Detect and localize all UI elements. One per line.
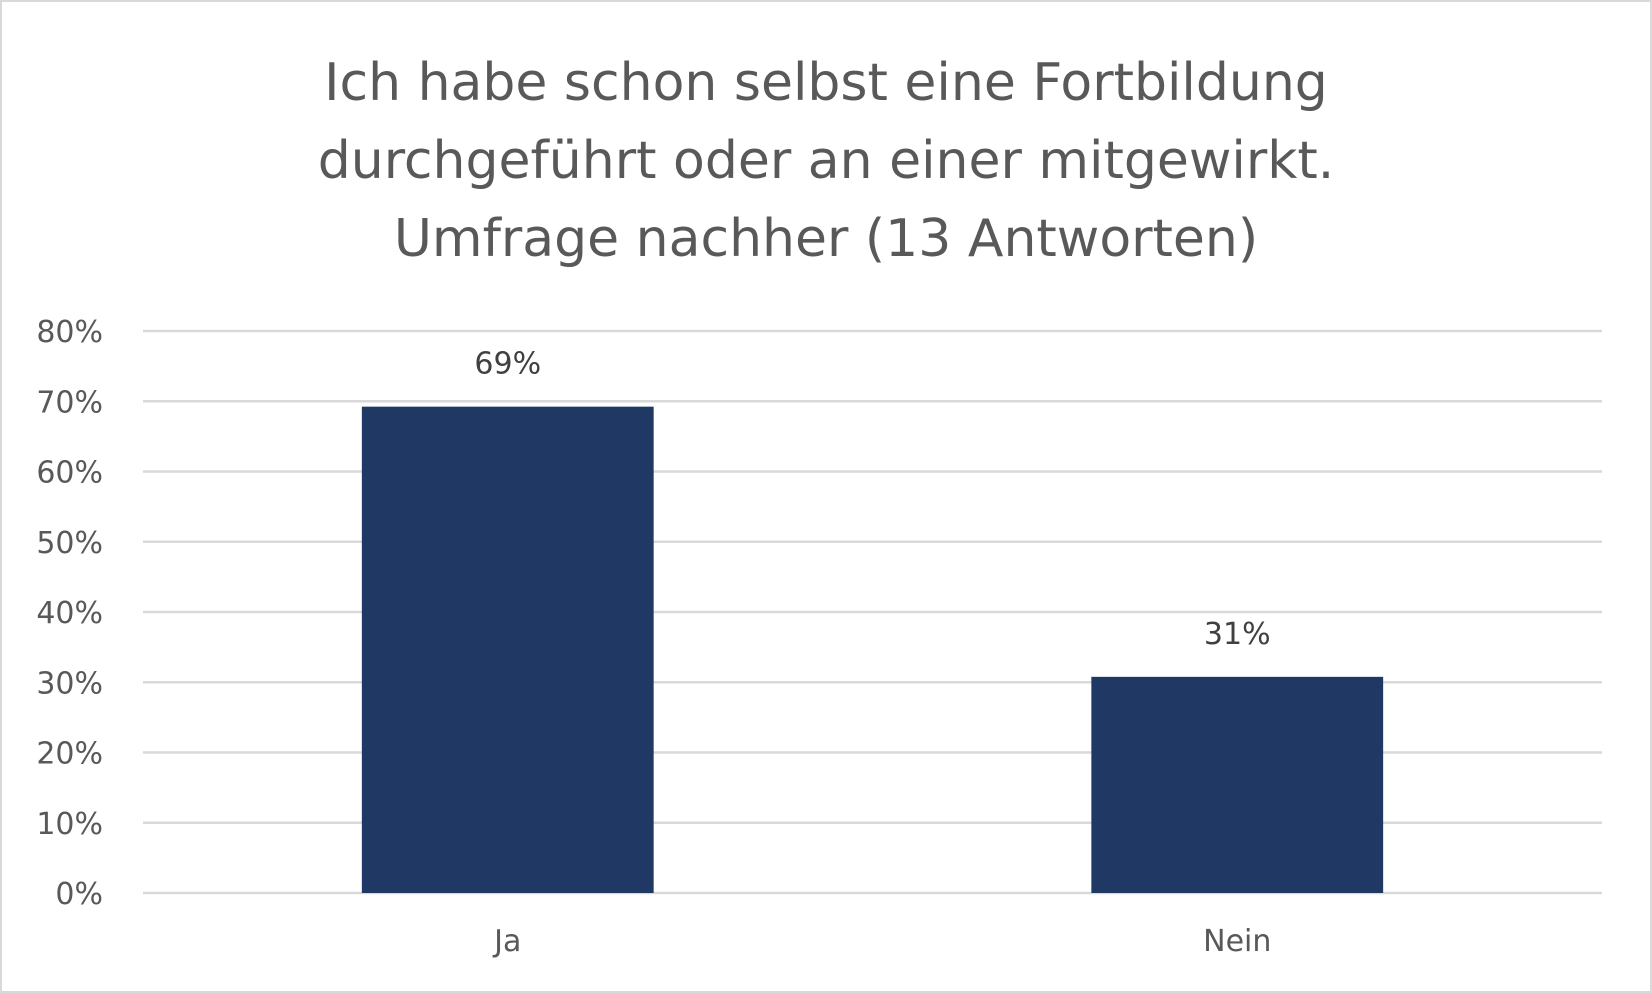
y-tick-label: 30% xyxy=(36,666,103,701)
title-line-3: Umfrage nachher (13 Antworten) xyxy=(393,209,1259,269)
y-tick-label: 20% xyxy=(36,737,103,772)
y-tick-label: 40% xyxy=(36,596,103,631)
bar-ja xyxy=(361,406,654,893)
x-tick-label: Ja xyxy=(492,924,521,959)
y-tick-label: 0% xyxy=(55,877,103,912)
x-tick-label: Nein xyxy=(1203,924,1271,959)
data-label: 69% xyxy=(474,347,541,382)
data-label: 31% xyxy=(1204,617,1271,652)
y-tick-label: 10% xyxy=(36,807,103,842)
title-line-1: Ich habe schon selbst eine Fortbildung xyxy=(324,53,1328,113)
y-tick-label: 50% xyxy=(36,526,103,561)
y-tick-label: 80% xyxy=(36,315,103,350)
bar-nein xyxy=(1091,676,1384,893)
title-line-2: durchgeführt oder an einer mitgewirkt. xyxy=(317,131,1335,191)
y-tick-label: 60% xyxy=(36,456,103,491)
chart-title: Ich habe schon selbst eine Fortbildung d… xyxy=(2,44,1650,278)
y-tick-label: 70% xyxy=(36,385,103,420)
